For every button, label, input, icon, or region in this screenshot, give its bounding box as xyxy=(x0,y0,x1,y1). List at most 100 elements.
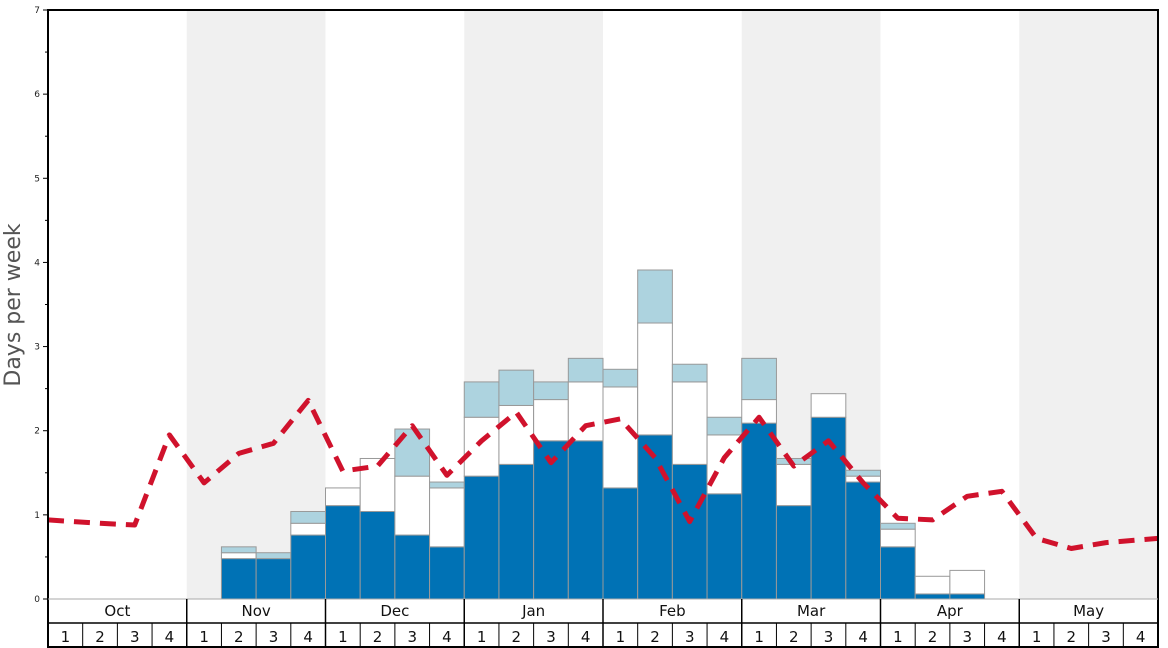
bar-middle-27 xyxy=(949,569,986,595)
bar-top-8 xyxy=(290,510,326,524)
bar-middle-12 xyxy=(429,487,465,548)
bar-base-10 xyxy=(359,510,396,600)
y-tick-label-2: 2 xyxy=(34,427,40,437)
week-label-15: 3 xyxy=(546,628,556,646)
bar-top-20 xyxy=(706,416,743,436)
bar-middle-9 xyxy=(325,487,361,507)
week-label-5: 1 xyxy=(199,628,209,646)
bar-top-6 xyxy=(220,546,257,554)
bar-middle-6 xyxy=(220,552,257,560)
month-label-apr: Apr xyxy=(937,602,964,620)
bar-base-12 xyxy=(429,546,465,600)
week-label-2: 2 xyxy=(95,628,105,646)
bar-base-6 xyxy=(220,558,257,600)
month-label-feb: Feb xyxy=(659,602,686,620)
bar-base-25 xyxy=(880,546,916,600)
y-tick-label-6: 6 xyxy=(34,90,40,100)
week-label-22: 2 xyxy=(789,628,799,646)
bar-base-22 xyxy=(775,505,812,600)
week-label-19: 3 xyxy=(685,628,695,646)
week-label-18: 2 xyxy=(650,628,660,646)
bar-base-27 xyxy=(949,593,986,600)
y-tick-label-7: 7 xyxy=(34,6,40,16)
y-axis-label: Days per week xyxy=(1,223,26,386)
bar-top-25 xyxy=(880,522,916,530)
bar-middle-25 xyxy=(880,528,916,548)
y-tick-label-5: 5 xyxy=(34,174,40,184)
week-label-21: 1 xyxy=(754,628,764,646)
week-label-13: 1 xyxy=(477,628,487,646)
bar-middle-11 xyxy=(394,475,431,536)
bar-middle-18 xyxy=(637,322,673,436)
average-line xyxy=(47,397,1159,551)
week-label-8: 4 xyxy=(303,628,313,646)
week-label-26: 2 xyxy=(928,628,938,646)
month-label-jan: Jan xyxy=(521,602,545,620)
week-label-1: 1 xyxy=(61,628,71,646)
month-band-nov xyxy=(186,10,326,599)
week-label-17: 1 xyxy=(616,628,626,646)
month-label-nov: Nov xyxy=(241,602,270,620)
bar-base-8 xyxy=(290,534,326,600)
week-label-31: 3 xyxy=(1101,628,1111,646)
month-bands xyxy=(186,10,1158,599)
y-tick-label-3: 3 xyxy=(34,343,40,353)
bar-base-24 xyxy=(845,481,881,600)
bar-base-16 xyxy=(567,440,604,600)
y-tick-label-1: 1 xyxy=(34,511,40,521)
bar-top-19 xyxy=(671,363,708,383)
bar-top-13 xyxy=(463,381,500,418)
week-label-14: 2 xyxy=(512,628,522,646)
bar-base-14 xyxy=(498,463,535,600)
bar-top-21 xyxy=(741,357,777,401)
bar-base-26 xyxy=(914,593,951,600)
month-label-oct: Oct xyxy=(104,602,130,620)
week-label-12: 4 xyxy=(442,628,452,646)
bar-top-16 xyxy=(567,357,604,383)
bar-middle-22 xyxy=(775,463,812,507)
bar-top-12 xyxy=(429,481,465,489)
week-label-3: 3 xyxy=(130,628,140,646)
week-label-9: 1 xyxy=(338,628,348,646)
week-label-27: 3 xyxy=(962,628,972,646)
bar-middle-19 xyxy=(671,381,708,465)
month-label-dec: Dec xyxy=(380,602,409,620)
week-label-25: 1 xyxy=(893,628,903,646)
month-label-mar: Mar xyxy=(797,602,826,620)
bar-top-14 xyxy=(498,369,535,406)
week-label-30: 2 xyxy=(1067,628,1077,646)
bar-top-7 xyxy=(255,552,292,560)
bar-base-20 xyxy=(706,493,743,600)
bar-base-13 xyxy=(463,475,500,600)
average-line-path xyxy=(47,397,1159,551)
y-tick-label-4: 4 xyxy=(34,258,40,268)
week-label-24: 4 xyxy=(858,628,868,646)
month-label-may: May xyxy=(1073,602,1104,620)
week-label-29: 1 xyxy=(1032,628,1042,646)
bar-base-11 xyxy=(394,534,431,600)
bar-top-18 xyxy=(637,269,673,324)
bar-middle-17 xyxy=(602,386,639,489)
week-label-7: 3 xyxy=(269,628,279,646)
bar-top-15 xyxy=(533,381,569,401)
bar-middle-8 xyxy=(290,522,326,536)
bar-base-18 xyxy=(637,434,673,600)
bar-base-17 xyxy=(602,487,639,600)
bar-middle-16 xyxy=(567,381,604,442)
bar-top-24 xyxy=(845,469,881,477)
bar-base-9 xyxy=(325,505,361,600)
week-label-20: 4 xyxy=(720,628,730,646)
y-tick-label-0: 0 xyxy=(34,595,40,605)
bar-middle-13 xyxy=(463,416,500,477)
bar-top-17 xyxy=(602,368,639,388)
week-label-11: 3 xyxy=(407,628,417,646)
bar-base-7 xyxy=(255,558,292,600)
week-label-6: 2 xyxy=(234,628,244,646)
bar-middle-23 xyxy=(810,393,847,418)
axes: 0 1 2 3 4 5 6 7 Oct Nov Dec Jan Feb Mar Apr May 1 2 3 4 1 2 3 4… xyxy=(34,6,1159,648)
week-label-4: 4 xyxy=(165,628,175,646)
bar-base-19 xyxy=(671,463,708,600)
bar-middle-26 xyxy=(914,575,951,595)
week-label-10: 2 xyxy=(373,628,383,646)
